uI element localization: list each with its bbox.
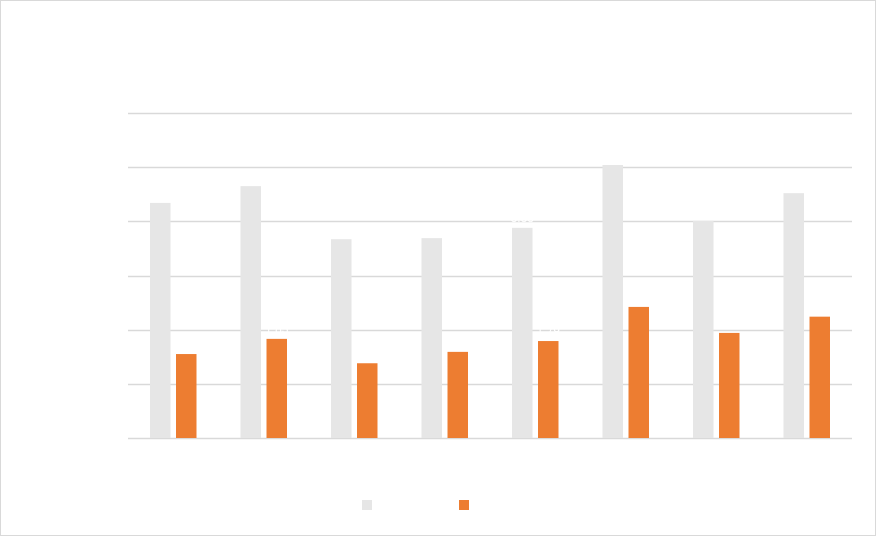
bar-series2-cat1 [176, 354, 197, 438]
data-label: 5.04 [601, 148, 625, 162]
legend-marker-series1 [362, 500, 372, 510]
bar-series2-cat8 [809, 316, 830, 438]
data-label: 1.94 [718, 316, 742, 330]
bar-series2-cat5 [538, 341, 559, 438]
data-label: 3.88 [511, 211, 535, 225]
data-label: 3.67 [330, 222, 354, 236]
legend-marker-series2 [459, 500, 469, 510]
data-label: 1.79 [537, 324, 561, 338]
data-label: 1.59 [446, 335, 470, 349]
bar-series1-cat4 [421, 238, 442, 438]
data-label: 3.69 [420, 221, 444, 235]
bar-series1-cat5 [512, 227, 533, 438]
bars: 4.34 1.55 4.65 1.83 3.67 1.38 3.69 1.59 3.88 1.79… [149, 148, 832, 438]
bar-series2-cat6 [628, 306, 649, 438]
bar-series1-cat7 [693, 220, 714, 438]
data-label: 1.55 [175, 337, 199, 351]
data-label: 2.24 [808, 300, 832, 314]
data-label: 4.52 [782, 176, 806, 190]
bar-series2-cat2 [266, 338, 287, 438]
bar-series1-cat3 [331, 239, 352, 438]
bar-series1-cat2 [240, 186, 261, 438]
data-label: 1.83 [265, 322, 289, 336]
data-label: 1.38 [356, 346, 380, 360]
bar-series1-cat8 [783, 193, 804, 438]
gridlines [128, 112, 852, 440]
bar-series2-cat7 [719, 332, 740, 438]
bar-series1-cat6 [602, 165, 623, 438]
data-label: 4.65 [239, 169, 263, 183]
data-label: 4.01 [692, 204, 716, 218]
bar-series2-cat3 [357, 363, 378, 438]
legend [362, 500, 469, 510]
data-label: 4.34 [149, 186, 173, 200]
bar-series1-cat1 [150, 202, 171, 438]
bar-series2-cat4 [447, 351, 468, 438]
data-label: 2.42 [627, 290, 651, 304]
